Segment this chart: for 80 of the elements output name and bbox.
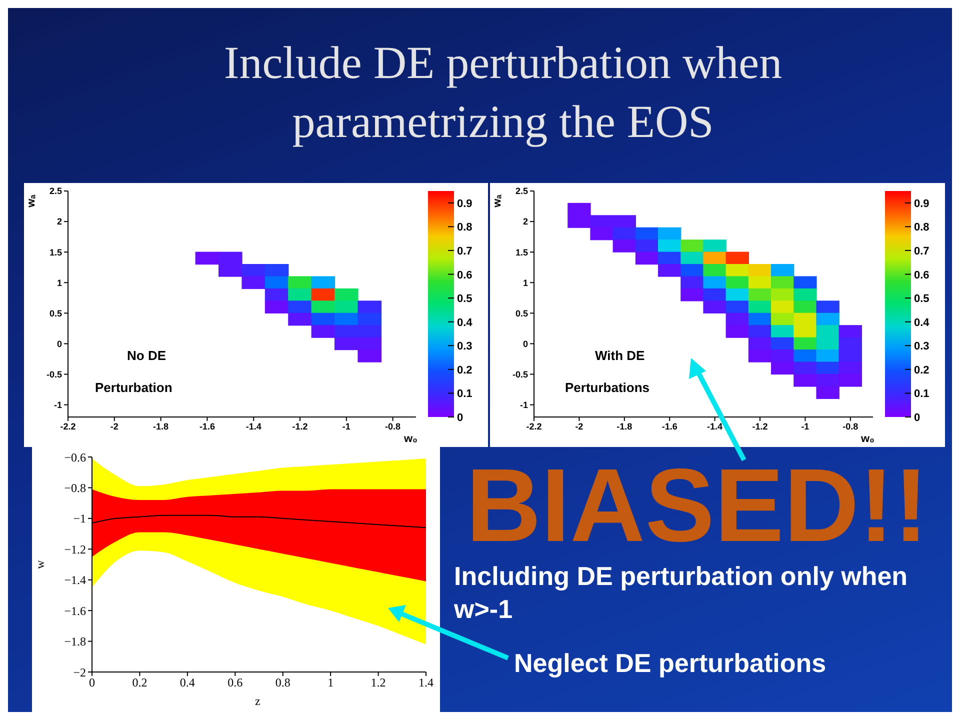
y-tick-label: -0.5 <box>512 369 528 380</box>
text: Neglect DE perturbations <box>514 648 826 679</box>
x-tick-label: -1.6 <box>662 421 678 432</box>
y-tick-label: −1.6 <box>64 604 86 618</box>
annotation: Perturbations <box>565 380 650 395</box>
x-tick-label: -1.2 <box>752 421 768 432</box>
x-axis-title: z <box>255 694 260 709</box>
color-bar-label: 0.3 <box>457 340 472 353</box>
y-tick-label: 1 <box>56 278 62 288</box>
y-tick-label: 0.5 <box>515 308 528 318</box>
x-tick-label: -1.8 <box>616 421 632 432</box>
x-tick-label: -2.2 <box>526 421 542 432</box>
y-tick-label: 2.5 <box>515 186 528 196</box>
x-tick-label: 0 <box>89 676 95 690</box>
y-tick-label: −1.8 <box>64 634 86 649</box>
y-tick-label: 2 <box>522 216 528 227</box>
x-tick-label: -1 <box>342 421 350 432</box>
y-tick-label: 0 <box>56 338 62 349</box>
x-tick-label: -2 <box>575 421 584 432</box>
x-tick-label: -1.4 <box>246 421 262 432</box>
color-bar-label: 0 <box>914 412 920 424</box>
y-tick-label: 1.5 <box>515 247 528 258</box>
y-tick-label: −1 <box>73 512 86 526</box>
x-tick-label: 0.8 <box>275 676 290 690</box>
x-tick-label: -1.4 <box>707 421 723 432</box>
x-tick-label: -1.2 <box>292 421 308 432</box>
color-bar-label: 0.4 <box>457 316 474 329</box>
annotation: No DE <box>127 348 166 363</box>
y-tick-label: 1.5 <box>49 247 62 258</box>
color-bar-label: 0.4 <box>914 316 930 329</box>
color-bar-label: 0.5 <box>457 293 472 306</box>
color-bar-label: 0.5 <box>914 293 930 306</box>
y-tick-label: −1.2 <box>64 542 86 556</box>
color-bar-label: 0.2 <box>914 364 930 376</box>
x-tick-label: 1 <box>328 676 334 690</box>
y-tick-label: -0.5 <box>46 369 62 380</box>
color-bar-label: 0.7 <box>457 245 472 258</box>
x-axis-title: w₀ <box>861 433 875 445</box>
y-tick-label: 1 <box>522 278 528 288</box>
y-tick-label: −1.4 <box>64 573 86 588</box>
color-bar-label: 0.3 <box>914 340 930 353</box>
y-tick-label: -1 <box>54 400 62 410</box>
color-bar-label: 0.9 <box>457 198 472 210</box>
y-tick-label: 0.5 <box>49 308 62 318</box>
x-tick-label: -1 <box>801 421 810 432</box>
y-tick-label: 2.5 <box>49 186 62 196</box>
y-axis-title: wₐ <box>491 194 504 208</box>
color-bar-label: 0.9 <box>914 198 930 210</box>
y-tick-label: 2 <box>56 216 62 227</box>
color-bar-label: 0.8 <box>914 222 930 234</box>
x-tick-label: 1.4 <box>418 676 434 690</box>
x-tick-label: 0.2 <box>132 676 148 690</box>
color-bar-label: 0.8 <box>457 222 472 234</box>
x-tick-label: -1.6 <box>199 421 215 432</box>
x-tick-label: 0.6 <box>228 676 243 690</box>
color-bar-label: 0.6 <box>914 269 930 282</box>
annotation: Perturbation <box>95 380 172 395</box>
y-tick-label: −0.8 <box>64 480 86 495</box>
x-tick-label: -2 <box>110 421 118 432</box>
x-tick-label: -1.8 <box>153 421 169 432</box>
x-tick-label: -0.8 <box>385 421 401 432</box>
x-tick-label: 0.4 <box>180 676 195 690</box>
x-axis-title: w₀ <box>404 433 418 445</box>
y-axis-title: wₐ <box>25 194 38 208</box>
color-bar-label: 0.6 <box>457 269 472 282</box>
color-bar-label: 0.1 <box>914 388 930 400</box>
color-bar-label: 0 <box>457 412 464 424</box>
chart-title: Include DE perturbation when parametrizing the EOS <box>222 36 784 149</box>
x-tick-label: -0.8 <box>842 421 858 432</box>
x-tick-label: -2.2 <box>60 421 76 432</box>
color-bar-label: 0.7 <box>914 245 930 258</box>
y-tick-label: -1 <box>520 400 528 410</box>
color-bar-label: 0.2 <box>457 364 472 376</box>
annotation: With DE <box>595 348 645 363</box>
x-tick-label: 1.2 <box>370 676 386 690</box>
y-tick-label: −0.6 <box>64 450 86 464</box>
y-tick-label: −2 <box>73 665 86 680</box>
y-axis-title: w <box>32 560 48 568</box>
y-tick-label: 0 <box>522 338 528 349</box>
color-bar-label: 0.1 <box>457 388 472 400</box>
